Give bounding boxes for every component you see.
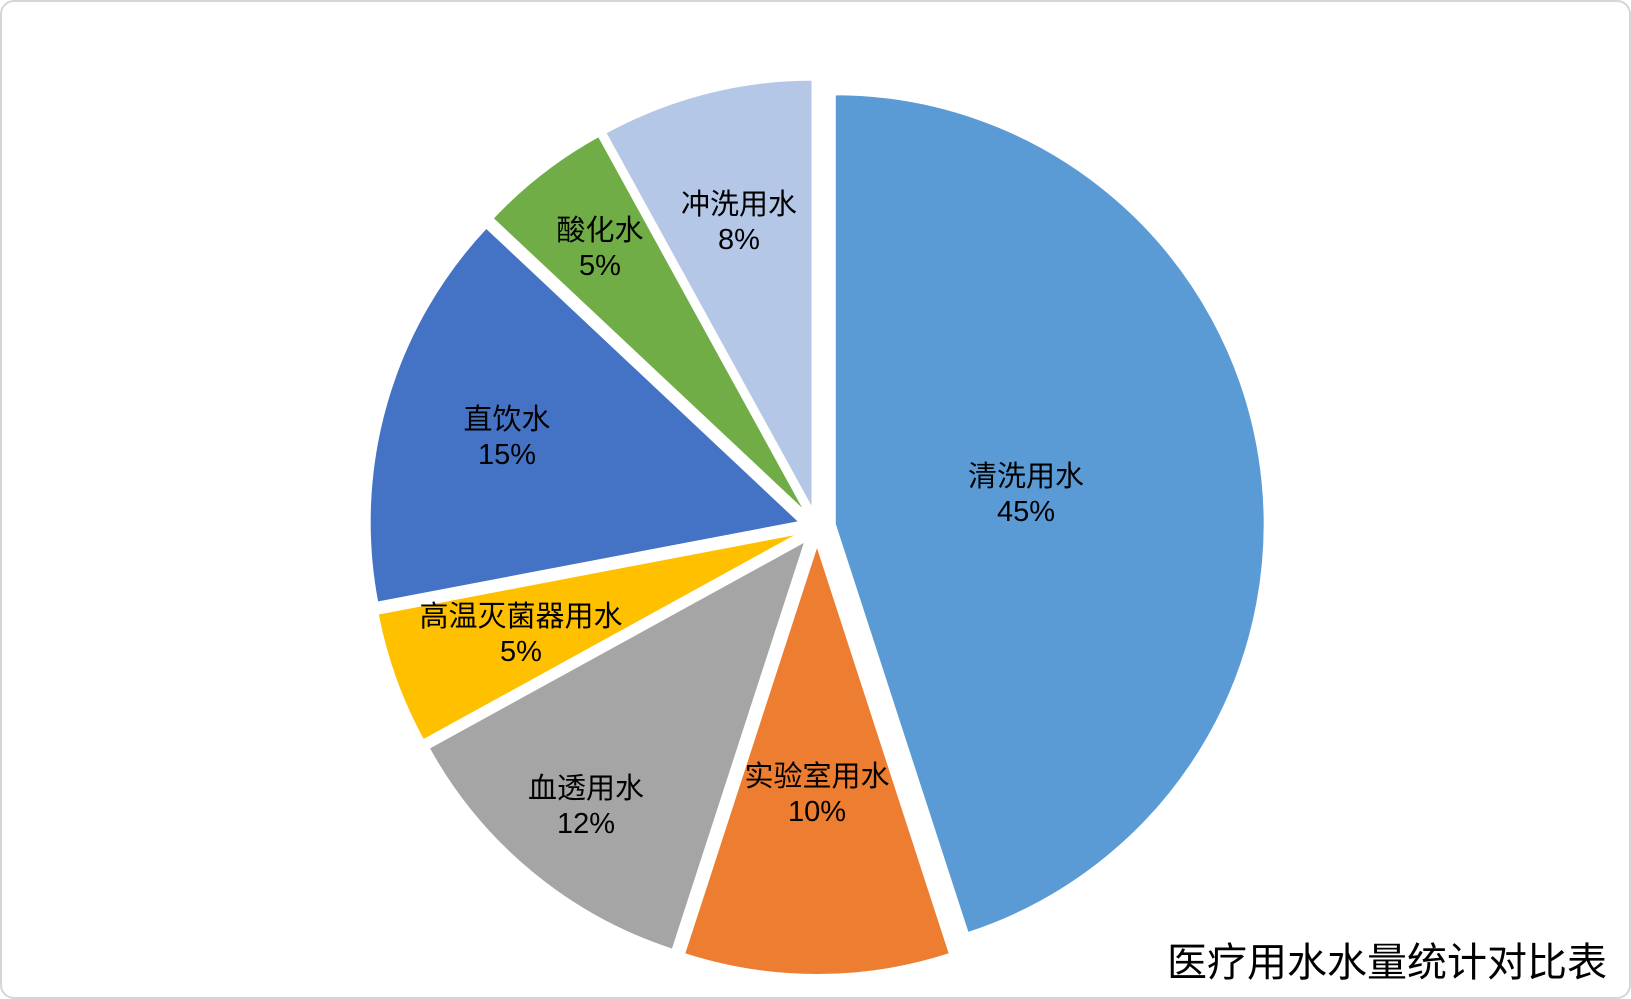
pie-slice <box>427 538 808 952</box>
pie-slice <box>491 134 807 514</box>
pie-slice <box>368 226 802 604</box>
pie-slice <box>682 541 952 977</box>
chart-title: 医疗用水水量统计对比表 <box>1167 940 1607 985</box>
pie-slice <box>376 532 801 742</box>
pie-slice <box>833 93 1266 935</box>
pie-slice <box>604 78 814 511</box>
